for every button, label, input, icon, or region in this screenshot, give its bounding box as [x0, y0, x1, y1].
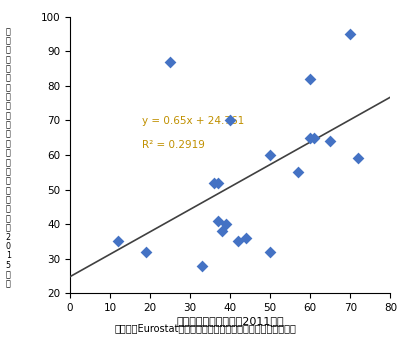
Point: [167, 59, 173, 64]
Text: 時
間
当
た
り
労
働
生
産
性
（
購
買
力
平
価
換
算
・
ド
ル
・
2
0
1
5
年
）: 時 間 当 た り 労 働 生 産 性 （ 購 買 力 平 価 換 算 ・ ド …: [6, 27, 11, 288]
Point: [243, 235, 249, 241]
Point: [311, 135, 318, 141]
Point: [223, 221, 229, 227]
Point: [199, 263, 206, 268]
Point: [227, 118, 233, 123]
Point: [355, 156, 362, 161]
Point: [267, 249, 274, 254]
Point: [215, 180, 222, 185]
Point: [347, 31, 354, 37]
Text: R² = 0.2919: R² = 0.2919: [142, 140, 205, 150]
Point: [295, 170, 302, 175]
Text: （資料）Eurostat、日本生産性本部「労働生産性の国際比較」: （資料）Eurostat、日本生産性本部「労働生産性の国際比較」: [115, 324, 296, 334]
Point: [143, 249, 149, 254]
X-axis label: 成人教育参加率（％・2011年）: 成人教育参加率（％・2011年）: [176, 316, 284, 326]
Point: [115, 239, 121, 244]
Point: [267, 152, 274, 158]
Point: [215, 218, 222, 223]
Point: [211, 180, 217, 185]
Point: [307, 135, 314, 141]
Point: [219, 228, 226, 234]
Point: [235, 239, 242, 244]
Text: y = 0.65x + 24.761: y = 0.65x + 24.761: [142, 116, 244, 126]
Point: [327, 139, 334, 144]
Point: [307, 76, 314, 82]
